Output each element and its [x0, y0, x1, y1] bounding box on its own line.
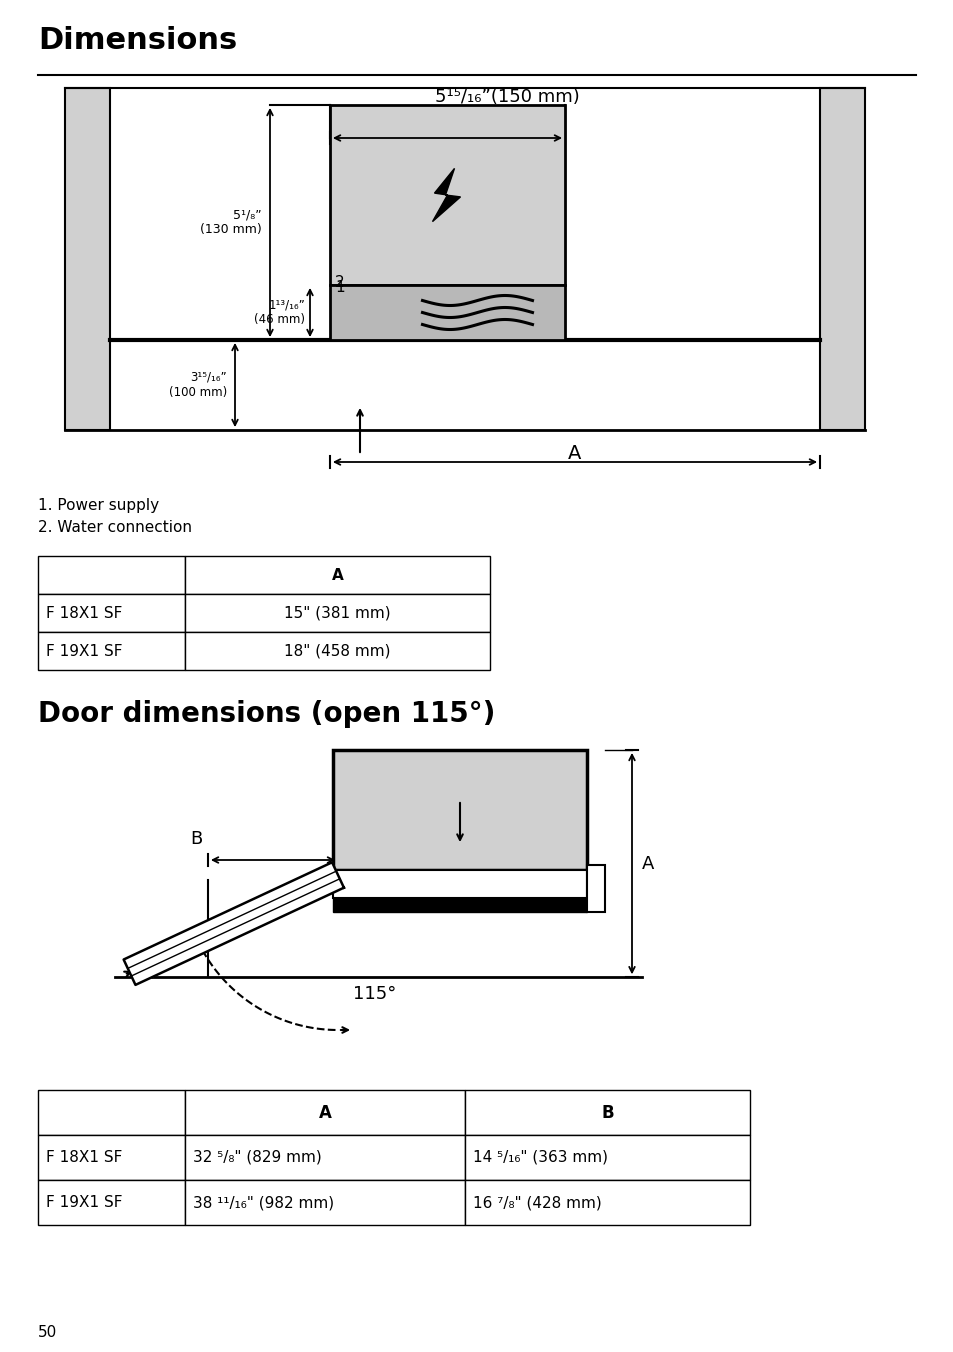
- Bar: [185, 1090, 464, 1134]
- Text: Dimensions: Dimensions: [38, 26, 237, 55]
- Bar: [464, 1134, 749, 1180]
- Text: 18" (458 mm): 18" (458 mm): [284, 644, 391, 658]
- Text: 16 ⁷/₈" (428 mm): 16 ⁷/₈" (428 mm): [473, 1195, 601, 1210]
- Text: 2: 2: [335, 274, 344, 289]
- Text: 1: 1: [335, 280, 344, 295]
- Text: F 19X1 SF: F 19X1 SF: [46, 1195, 122, 1210]
- Text: 50: 50: [38, 1325, 57, 1340]
- Text: 1. Power supply: 1. Power supply: [38, 498, 159, 512]
- Bar: [185, 1180, 464, 1225]
- Bar: [38, 1134, 185, 1180]
- Polygon shape: [124, 863, 343, 984]
- Text: 14 ⁵/₁₆" (363 mm): 14 ⁵/₁₆" (363 mm): [473, 1151, 607, 1165]
- Bar: [330, 105, 564, 285]
- Bar: [333, 898, 586, 913]
- Bar: [38, 1090, 185, 1134]
- Text: 115°: 115°: [353, 986, 395, 1003]
- Text: F 18X1 SF: F 18X1 SF: [46, 606, 122, 621]
- Bar: [65, 88, 110, 430]
- Bar: [185, 1134, 464, 1180]
- Text: A: A: [641, 854, 654, 872]
- Text: 32 ⁵/₈" (829 mm): 32 ⁵/₈" (829 mm): [193, 1151, 321, 1165]
- Text: 15" (381 mm): 15" (381 mm): [284, 606, 391, 621]
- Text: F 19X1 SF: F 19X1 SF: [46, 644, 122, 658]
- Text: 2. Water connection: 2. Water connection: [38, 521, 192, 535]
- Text: 1¹³/₁₆”
(46 mm): 1¹³/₁₆” (46 mm): [253, 299, 305, 326]
- Text: A: A: [318, 1103, 331, 1122]
- Bar: [185, 631, 490, 671]
- Bar: [464, 1180, 749, 1225]
- Text: B: B: [191, 830, 203, 848]
- Text: A: A: [332, 568, 343, 583]
- Bar: [333, 750, 586, 869]
- Bar: [38, 556, 185, 594]
- Bar: [330, 285, 564, 339]
- Text: 5¹/₈”
(130 mm): 5¹/₈” (130 mm): [200, 208, 262, 237]
- Polygon shape: [432, 169, 460, 222]
- Text: 5¹⁵/₁₆”(150 mm): 5¹⁵/₁₆”(150 mm): [435, 88, 579, 105]
- Bar: [38, 1180, 185, 1225]
- Bar: [464, 1090, 749, 1134]
- Bar: [586, 865, 604, 913]
- Text: 3¹⁵/₁₆”
(100 mm): 3¹⁵/₁₆” (100 mm): [169, 370, 227, 399]
- Text: 38 ¹¹/₁₆" (982 mm): 38 ¹¹/₁₆" (982 mm): [193, 1195, 334, 1210]
- Bar: [185, 594, 490, 631]
- Bar: [333, 869, 586, 898]
- Text: Door dimensions (open 115°): Door dimensions (open 115°): [38, 700, 495, 727]
- Bar: [820, 88, 864, 430]
- Bar: [38, 631, 185, 671]
- Bar: [185, 556, 490, 594]
- Text: F 18X1 SF: F 18X1 SF: [46, 1151, 122, 1165]
- Bar: [38, 594, 185, 631]
- Text: B: B: [600, 1103, 613, 1122]
- Text: A: A: [568, 443, 581, 462]
